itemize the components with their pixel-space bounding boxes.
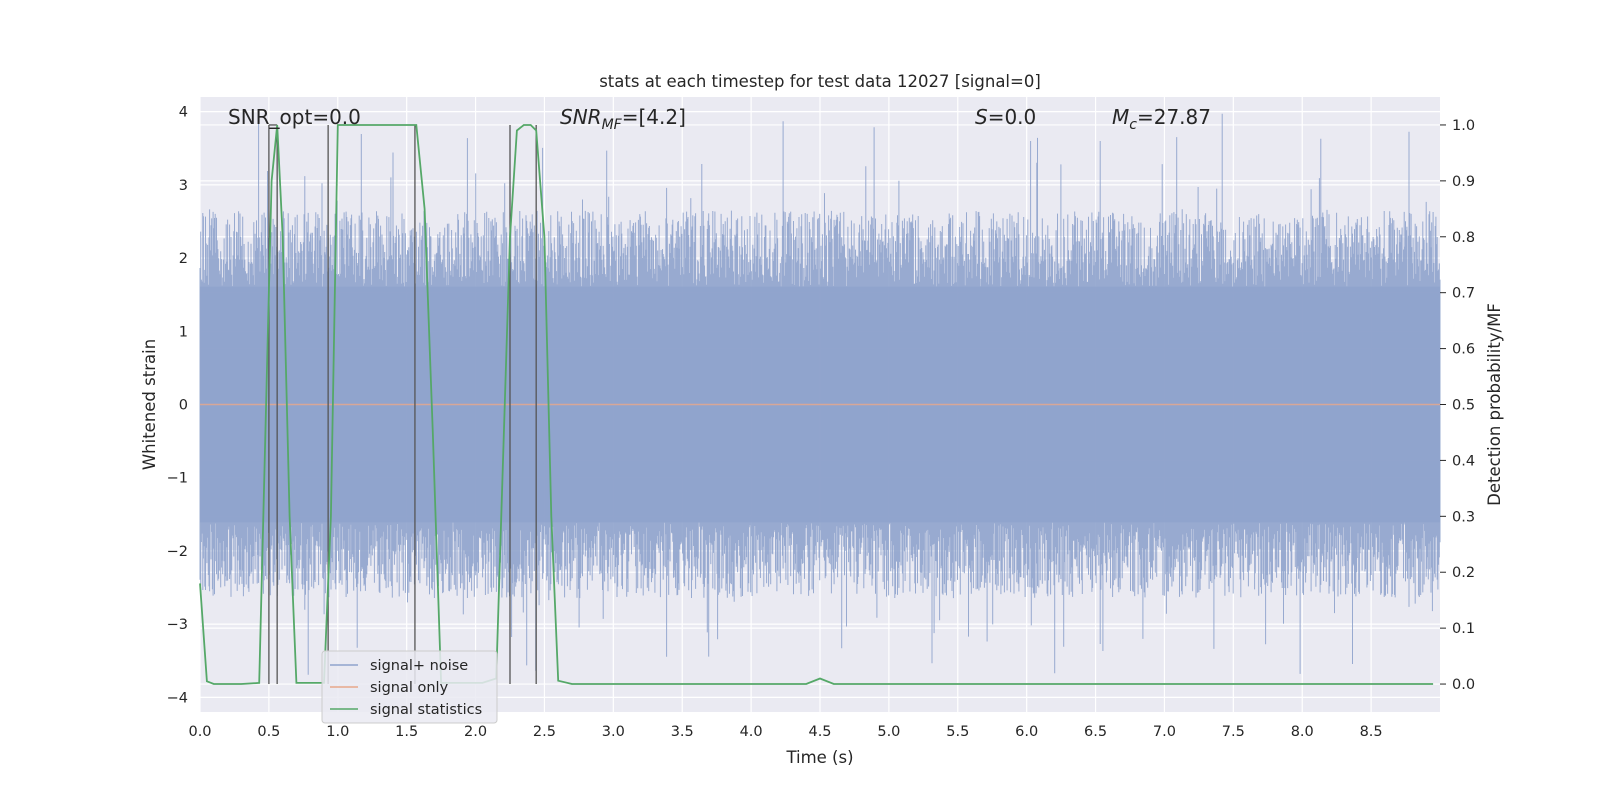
y-tick-label: −2 [167,544,188,560]
y2-tick-label: 0.3 [1452,509,1475,525]
mc-annotation: Mc=27.87 [1112,105,1211,133]
y2-tick-label: 0.6 [1452,342,1475,358]
mc-main: M [1112,105,1129,129]
x-tick-label: 5.0 [877,724,900,740]
x-tick-label: 1.5 [395,724,418,740]
legend-box [321,650,498,724]
x-tick-label: 6.5 [1084,724,1107,740]
y2-tick-label: 0.2 [1452,565,1475,581]
y-tick-label: −3 [167,617,188,633]
y2-axis-label: Detection probability/MF [1485,303,1504,506]
snr-mf-value: =[4.2] [622,105,686,129]
mc-subscript: c [1129,117,1137,133]
y2-tick-label: 0.9 [1452,174,1475,190]
x-tick-label: 0.0 [188,724,211,740]
snr-mf-subscript: MF [602,117,623,133]
y-tick-label: 3 [179,178,188,194]
y-tick-label: −4 [167,690,188,706]
trigger-markers [268,124,537,685]
mc-value: =27.87 [1137,105,1211,129]
y2-tick-label: 1.0 [1452,118,1475,134]
y2-tick-label: 0.0 [1452,677,1475,693]
x-tick-label: 2.0 [464,724,487,740]
legend-label-statistics: signal statistics [370,702,482,718]
x-tick-label: 3.0 [602,724,625,740]
snr-mf-main: SNR [560,105,602,129]
s-main: S [975,105,988,129]
x-tick-label: 5.5 [946,724,969,740]
x-tick-label: 8.5 [1360,724,1383,740]
x-tick-label: 8.0 [1291,724,1314,740]
y-tick-label: 4 [179,105,188,121]
x-tick-label: 7.0 [1153,724,1176,740]
x-tick-label: 7.5 [1222,724,1245,740]
snr-opt-annotation: SNR_opt=0.0 [228,105,361,129]
x-axis-label: Time (s) [785,748,853,767]
tick-labels: 0.0 0.5 1.0 1.5 2.0 2.5 3.0 3.5 4.0 4.5 5.0 5.5 6.0 6… [167,105,1475,740]
legend-label-noise: signal+ noise [370,658,468,674]
snr-mf-annotation: SNRMF=[4.2] [560,105,686,133]
y-axis-label: Whitened strain [140,339,159,470]
y-tick-label: 1 [179,324,188,340]
s-value: =0.0 [988,105,1037,129]
y-tick-label: 2 [179,251,188,267]
x-tick-label: 0.5 [257,724,280,740]
y-tick-label: −1 [167,471,188,487]
x-tick-label: 3.5 [671,724,694,740]
y2-tick-label: 0.7 [1452,286,1475,302]
legend: signal+ noise signal only signal statist… [321,650,498,724]
y-tick-label: 0 [179,398,188,414]
x-tick-label: 6.0 [1015,724,1038,740]
y2-tick-label: 0.8 [1452,230,1475,246]
x-tick-label: 1.0 [326,724,349,740]
y2-tick-label: 0.1 [1452,621,1475,637]
y2-tick-label: 0.4 [1452,453,1475,469]
s-annotation: S=0.0 [975,105,1036,129]
x-tick-label: 2.5 [533,724,556,740]
chart-title: stats at each timestep for test data 120… [599,72,1041,91]
y2-tick-label: 0.5 [1452,398,1475,414]
x-tick-label: 4.0 [740,724,763,740]
x-tick-label: 4.5 [808,724,831,740]
legend-label-signal-only: signal only [370,680,449,696]
